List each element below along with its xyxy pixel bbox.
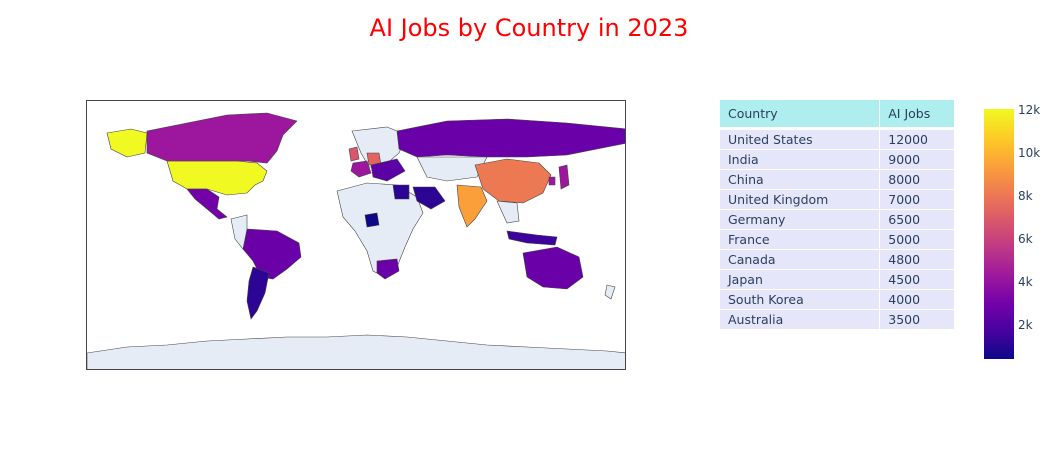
cell-country: United States [720, 127, 881, 149]
table-row: South Korea 4000 [720, 289, 955, 309]
table-row: United States 12000 [720, 127, 955, 149]
cell-country: South Korea [720, 289, 881, 309]
cell-ai-jobs: 8000 [880, 169, 955, 189]
country-canada[interactable] [146, 112, 298, 164]
table-row: Australia 3500 [720, 309, 955, 329]
cell-country: Australia [720, 309, 881, 329]
colorbar-tick: 12k [1018, 103, 1041, 117]
cell-country: France [720, 229, 881, 249]
cell-ai-jobs: 7000 [880, 189, 955, 209]
country-united-states[interactable] [166, 160, 268, 196]
table-row: Germany 6500 [720, 209, 955, 229]
country-new-zealand [604, 284, 616, 300]
table-header-country: Country [720, 100, 881, 127]
country-united-states-alaska[interactable] [106, 128, 148, 158]
country-japan[interactable] [558, 164, 570, 190]
colorbar-tick: 6k [1018, 232, 1033, 246]
country-saudi-arabia[interactable] [412, 186, 446, 210]
table-row: Canada 4800 [720, 249, 955, 269]
country-russia[interactable] [396, 118, 626, 158]
cell-country: India [720, 149, 881, 169]
world-map[interactable] [86, 100, 626, 370]
country-india[interactable] [456, 184, 488, 228]
cell-country: China [720, 169, 881, 189]
colorbar-tick: 10k [1018, 146, 1041, 160]
country-south-africa[interactable] [376, 258, 400, 280]
cell-ai-jobs: 4500 [880, 269, 955, 289]
colorbar-tick: 4k [1018, 275, 1033, 289]
country-australia[interactable] [522, 246, 584, 290]
country-china[interactable] [474, 158, 552, 204]
cell-country: United Kingdom [720, 189, 881, 209]
table-row: India 9000 [720, 149, 955, 169]
country-egypt[interactable] [392, 184, 410, 200]
country-argentina[interactable] [246, 266, 270, 320]
map-svg [87, 112, 626, 369]
colorbar [984, 109, 1014, 359]
south-america-west [230, 214, 248, 250]
cell-ai-jobs: 5000 [880, 229, 955, 249]
cell-country: Canada [720, 249, 881, 269]
country-europe-other [370, 158, 406, 182]
country-united-kingdom[interactable] [348, 146, 360, 162]
chart-title: AI Jobs by Country in 2023 [369, 14, 689, 42]
country-brazil[interactable] [242, 228, 302, 280]
table-row: Japan 4500 [720, 269, 955, 289]
cell-ai-jobs: 9000 [880, 149, 955, 169]
antarctica-shape [87, 334, 625, 369]
cell-ai-jobs: 12000 [880, 127, 955, 149]
cell-ai-jobs: 4000 [880, 289, 955, 309]
table-row: United Kingdom 7000 [720, 189, 955, 209]
central-asia-shape [416, 156, 488, 182]
colorbar-tick: 8k [1018, 189, 1033, 203]
country-indonesia[interactable] [506, 230, 558, 246]
country-south-korea[interactable] [548, 176, 556, 186]
cell-ai-jobs: 6500 [880, 209, 955, 229]
country-nigeria[interactable] [364, 212, 380, 228]
table-row: China 8000 [720, 169, 955, 189]
cell-ai-jobs: 4800 [880, 249, 955, 269]
cell-ai-jobs: 3500 [880, 309, 955, 329]
cell-country: Germany [720, 209, 881, 229]
table-row: France 5000 [720, 229, 955, 249]
country-mexico[interactable] [186, 188, 228, 220]
greenland-shape [351, 126, 408, 168]
cell-country: Japan [720, 269, 881, 289]
colorbar-tick: 2k [1018, 318, 1033, 332]
southeast-asia-shape [496, 200, 520, 224]
table-header-ai-jobs: AI Jobs [880, 100, 955, 127]
data-table: Country AI Jobs United States 12000 Indi… [720, 100, 955, 329]
country-france[interactable] [350, 160, 372, 178]
